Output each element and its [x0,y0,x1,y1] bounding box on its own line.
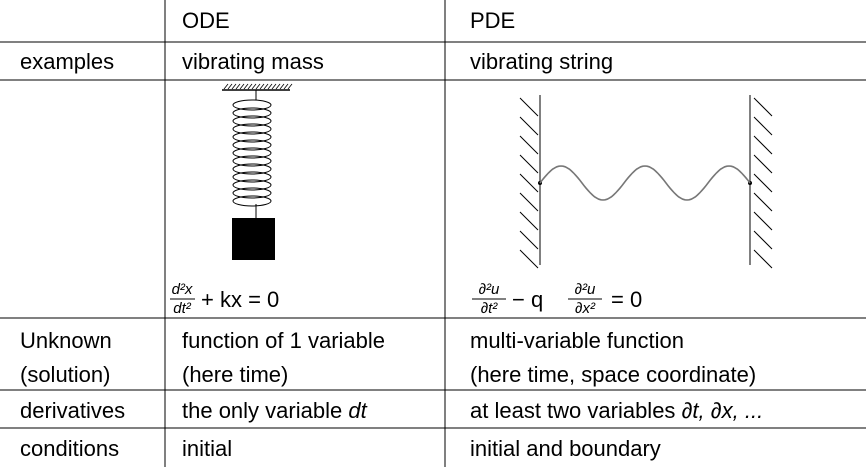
cell: initial [182,436,232,461]
column-header: ODE [182,8,230,33]
hatch [753,192,773,212]
row-label: (solution) [20,362,110,387]
coil [232,123,272,135]
hatch [753,135,773,155]
hatch [227,83,233,90]
column-header: PDE [470,8,515,33]
hatch [753,249,773,269]
hatch [519,135,539,155]
cell: function of 1 variable [182,328,385,353]
hatch [753,211,773,231]
hatch [255,83,261,90]
math: ∂t, ∂x, ... [682,398,764,423]
row-label: Unknown [20,328,112,353]
coil [232,163,272,175]
cell: multi-variable function [470,328,684,353]
hatch [259,83,265,90]
hatch [287,83,293,90]
hatch [519,249,539,269]
string-curve [539,165,751,201]
hatch [231,83,237,90]
hatch [753,154,773,174]
hatch [239,83,245,90]
hatch [251,83,257,90]
coil [232,179,272,191]
equation-text: + kx = 0 [201,287,279,312]
numerator: ∂²u [479,281,500,298]
denominator: ∂x² [575,300,596,317]
cell: (here time, space coordinate) [470,362,756,387]
coil [232,115,272,127]
equation-text: = 0 [611,287,642,312]
hatch [753,230,773,250]
spring-mass-figure [222,83,293,260]
coil [232,187,272,199]
coil [232,171,272,183]
hatch [519,192,539,212]
coil [232,107,272,119]
hatch [753,97,773,117]
hatch [519,230,539,250]
coil [232,147,272,159]
hatch [267,83,273,90]
hatch [519,116,539,136]
hatch [519,97,539,117]
cell: (here time) [182,362,288,387]
coil [232,195,272,207]
numerator: d²x [172,281,193,298]
hatch [519,211,539,231]
cell-text: the only variable [182,398,342,423]
numerator: ∂²u [575,281,596,298]
cell: initial and boundary [470,436,661,461]
hatch [275,83,281,90]
equation-text: − q [512,287,543,312]
math: dt [348,398,367,423]
coil [232,155,272,167]
hatch [519,173,539,193]
row-label: derivatives [20,398,125,423]
cell: vibrating string [470,49,613,74]
cell: the only variable dt [182,398,368,423]
hatch [271,83,277,90]
coil [232,131,272,143]
cell: vibrating mass [182,49,324,74]
hatch [235,83,241,90]
hatch [247,83,253,90]
hatch [279,83,285,90]
hatch [223,83,229,90]
cell-text: at least two variables [470,398,675,423]
hatch [519,154,539,174]
cell: at least two variables ∂t, ∂x, ... [470,398,763,423]
hatch [753,116,773,136]
row-label: examples [20,49,114,74]
hatch [263,83,269,90]
denominator: ∂t² [481,300,499,317]
mass [232,218,275,260]
row-label: conditions [20,436,119,461]
coil [232,99,272,111]
vibrating-string-figure [519,95,773,269]
pde-equation: ∂²u ∂t² − q ∂²u ∂x² = 0 [472,281,642,317]
hatch [283,83,289,90]
coil [232,139,272,151]
denominator: dt² [173,300,192,317]
ode-equation: d²x dt² + kx = 0 [170,281,279,317]
hatch [243,83,249,90]
hatch [753,173,773,193]
